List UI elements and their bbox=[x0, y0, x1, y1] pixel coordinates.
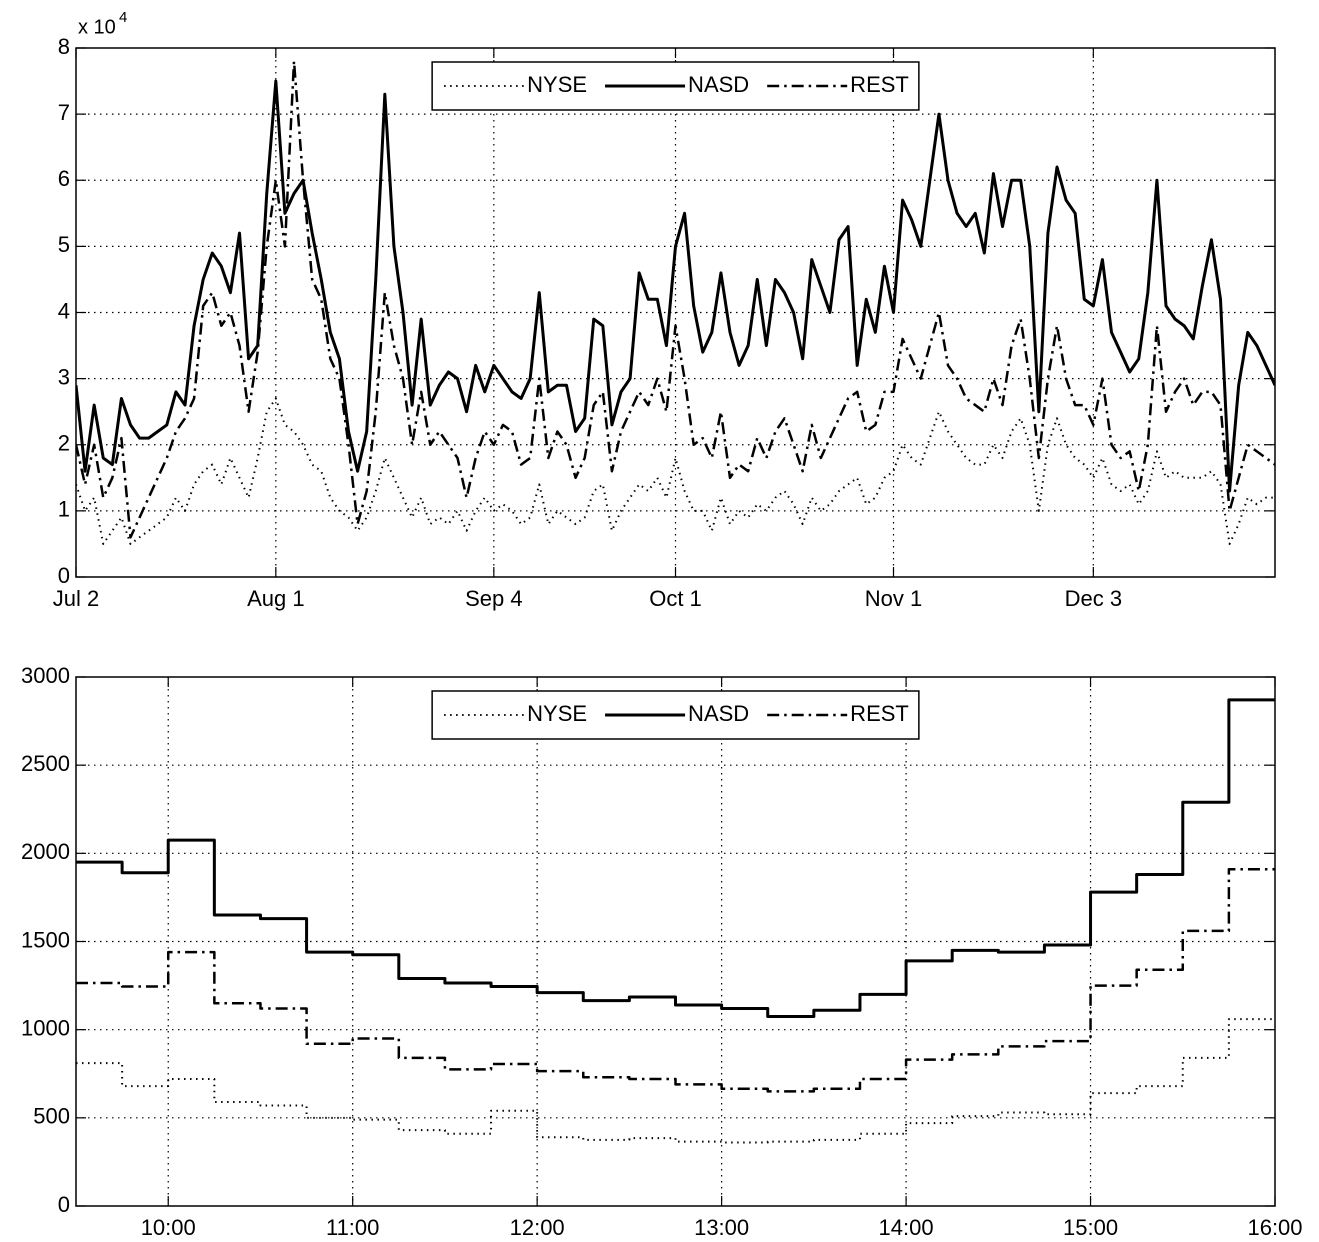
legend: NYSE NASD REST bbox=[431, 690, 920, 740]
axes-frame bbox=[75, 47, 1276, 578]
y-tick-label: 2000 bbox=[21, 839, 70, 864]
legend-label: NYSE bbox=[527, 701, 587, 726]
series-line bbox=[76, 79, 1275, 493]
axes-frame bbox=[75, 676, 1276, 1207]
y-tick-label: 4 bbox=[58, 298, 70, 323]
y-tick-label: 3 bbox=[58, 364, 70, 389]
series-step bbox=[76, 867, 1275, 1093]
legend-label: NYSE bbox=[527, 72, 587, 97]
y-tick-label: 7 bbox=[58, 100, 70, 125]
x-tick-label: Nov 1 bbox=[865, 586, 922, 611]
series-line bbox=[76, 397, 1275, 545]
x-tick-label: Sep 4 bbox=[465, 586, 523, 611]
x-tick-label: Oct 1 bbox=[649, 586, 702, 611]
x-tick-label: Dec 3 bbox=[1065, 586, 1122, 611]
y-tick-label: 1500 bbox=[21, 927, 70, 952]
x-tick-label: 16:00 bbox=[1247, 1215, 1302, 1240]
x-tick-label: Aug 1 bbox=[247, 586, 305, 611]
x-tick-label: Jul 2 bbox=[53, 586, 99, 611]
y-multiplier-exponent: 4 bbox=[119, 9, 127, 26]
x-tick-label: 10:00 bbox=[141, 1215, 196, 1240]
legend-label: REST bbox=[850, 701, 909, 726]
plot-area bbox=[76, 677, 1275, 1206]
legend-label: REST bbox=[850, 72, 909, 97]
x-tick-label: 11:00 bbox=[326, 1215, 379, 1240]
y-tick-label: 6 bbox=[58, 166, 70, 191]
y-tick-label: 0 bbox=[58, 563, 70, 588]
legend-label: NASD bbox=[688, 72, 749, 97]
x-tick-label: 12:00 bbox=[510, 1215, 565, 1240]
y-tick-label: 1 bbox=[58, 497, 70, 522]
x-tick-label: 14:00 bbox=[879, 1215, 934, 1240]
y-multiplier: x 10 bbox=[78, 16, 116, 38]
y-tick-label: 3000 bbox=[21, 663, 70, 688]
y-tick-label: 2500 bbox=[21, 751, 70, 776]
y-tick-label: 2 bbox=[58, 431, 70, 456]
legend: NYSE NASD REST bbox=[431, 61, 920, 111]
legend-label: NASD bbox=[688, 701, 749, 726]
series-step bbox=[76, 698, 1275, 1018]
x-tick-label: 15:00 bbox=[1063, 1215, 1118, 1240]
x-tick-label: 13:00 bbox=[694, 1215, 749, 1240]
y-tick-label: 8 bbox=[58, 34, 70, 59]
y-tick-label: 1000 bbox=[21, 1015, 70, 1040]
series-line bbox=[76, 59, 1275, 539]
y-tick-label: 500 bbox=[33, 1104, 70, 1129]
y-tick-label: 0 bbox=[58, 1192, 70, 1217]
y-tick-label: 5 bbox=[58, 232, 70, 257]
